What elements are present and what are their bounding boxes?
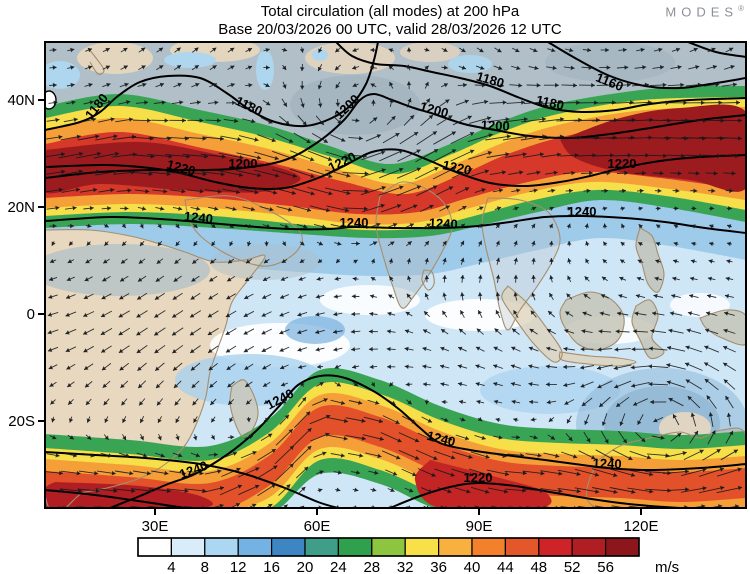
coastline-sri-lanka (421, 269, 435, 291)
coastline-italy (87, 47, 105, 75)
colorbar-tick-label: 8 (201, 559, 209, 574)
coastline-madagascar (229, 379, 259, 437)
colorbar-cell (404, 537, 440, 557)
colorbar-tick-label: 48 (530, 559, 547, 574)
contour-label: 1240 (340, 215, 369, 230)
x-axis: 30E 60E 90E 120E (142, 508, 659, 535)
colorbar-cell (170, 537, 206, 557)
contour-line-1240 (45, 214, 746, 234)
contour-line-1160 (547, 42, 746, 90)
colorbar-unit-label: m/s (655, 559, 679, 574)
contour-line-1220 (45, 489, 186, 508)
coastline-sulawesi (631, 299, 665, 360)
contour-line-1140 (687, 42, 746, 58)
contour-label: 1240 (183, 209, 213, 227)
contour-label: 1240 (568, 204, 597, 219)
colorbar-cell (504, 537, 540, 557)
chart-title: Total circulation (all modes) at 200 hPa (260, 3, 520, 20)
y-axis: 40N 20N 0 20S (7, 92, 45, 430)
colorbar-cell (204, 537, 239, 557)
colorbar-cell (438, 537, 473, 557)
colorbar-tick-label: 56 (597, 559, 614, 574)
colorbar-tick-label: 44 (497, 559, 514, 574)
colorbar: 4 8 12 16 20 24 28 32 36 40 44 48 52 56 m/s (137, 537, 679, 574)
colorbar-tick-label: 36 (430, 559, 447, 574)
x-tick-label: 30E (142, 518, 169, 535)
colorbar-tick-label: 40 (464, 559, 481, 574)
wind-arrows-layer (45, 46, 743, 508)
colorbar-tick-label: 12 (230, 559, 247, 574)
contour-label: 1220 (165, 157, 197, 179)
plot-border (44, 41, 747, 509)
coastline-australia (585, 427, 746, 508)
coastline-borneo (559, 291, 625, 351)
contour-label: 1220 (464, 470, 493, 485)
colorbar-tick-label: 16 (263, 559, 280, 574)
coastline-new-guinea (699, 309, 746, 346)
contour-line-1240 (45, 451, 339, 508)
contour-line-1180 (335, 42, 746, 114)
colorbar-tick-label: 24 (330, 559, 347, 574)
colorbar-tick-label: 32 (397, 559, 414, 574)
coastline-sumatra (501, 285, 563, 363)
colorbar-cell (271, 537, 306, 557)
colorbar-tick-label: 20 (297, 559, 314, 574)
x-tick-label: 90E (466, 518, 493, 535)
contour-line-1220 (389, 481, 681, 508)
contour-label: 1180 (535, 92, 566, 113)
colorbar-cell (337, 537, 373, 557)
colorbar-frame (137, 537, 640, 557)
coastline-philippines (635, 227, 665, 293)
contour-label: 1240 (425, 428, 457, 450)
contour-label: 1240 (592, 456, 621, 472)
contour-label: 1220 (441, 157, 472, 178)
x-tick-label: 120E (623, 518, 658, 535)
colorbar-cell (304, 537, 340, 557)
colorbar-tick-label: 52 (564, 559, 581, 574)
colorbar-cell (237, 537, 273, 557)
contour-lines-layer (45, 42, 746, 508)
colorbar-cell (571, 537, 607, 557)
registered-mark-icon: ® (738, 4, 744, 13)
contour-line-1240 (109, 374, 746, 508)
contour-label: 1200 (480, 117, 510, 133)
colorbar-cell (471, 537, 507, 557)
colorbar-cell (371, 537, 406, 557)
y-tick-label: 40N (7, 92, 35, 109)
chart-subtitle: Base 20/03/2026 00 UTC, valid 28/03/2026… (218, 21, 562, 38)
contour-label: 1220 (608, 156, 637, 171)
colorbar-tick-label: 4 (167, 559, 175, 574)
modes-logo: MODES® (665, 4, 744, 19)
colorbar-tick-label: 28 (363, 559, 380, 574)
colorbar-cell (137, 537, 173, 557)
contour-label: 1200 (229, 156, 258, 171)
contour-label: 1200 (418, 99, 450, 121)
y-tick-label: 0 (27, 306, 35, 323)
y-tick-label: 20N (7, 199, 35, 216)
x-tick-label: 60E (304, 518, 331, 535)
colorbar-cell (604, 537, 640, 557)
coastline-java (558, 351, 637, 367)
y-tick-label: 20S (8, 413, 35, 430)
modes-logo-text: MODES (665, 4, 739, 20)
colorbar-cell (538, 537, 573, 557)
contour-label: 1240 (428, 215, 458, 231)
title-block: Total circulation (all modes) at 200 hPa… (15, 3, 750, 39)
contour-label: 1180 (475, 69, 506, 91)
coastline-indochina (481, 197, 561, 331)
